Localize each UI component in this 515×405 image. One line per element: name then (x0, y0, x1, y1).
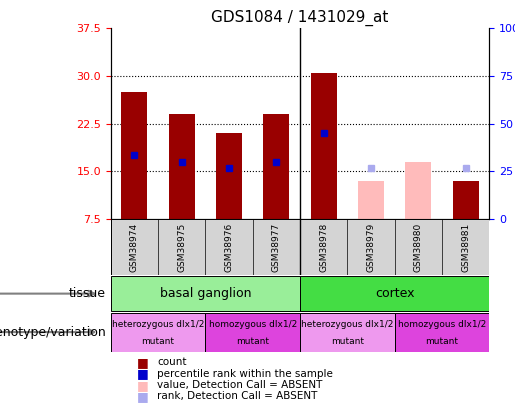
Bar (311, 73, 337, 219)
Text: homozygous dlx1/2: homozygous dlx1/2 (398, 320, 486, 329)
Text: GSM38981: GSM38981 (461, 222, 470, 272)
Text: GSM38975: GSM38975 (177, 222, 186, 272)
Bar (394, 313, 489, 352)
Text: mutant: mutant (236, 337, 269, 345)
Text: heterozygous dlx1/2: heterozygous dlx1/2 (301, 320, 393, 329)
Bar (111, 313, 205, 352)
Bar (358, 181, 384, 219)
Text: GSM38980: GSM38980 (414, 222, 423, 272)
Text: heterozygous dlx1/2: heterozygous dlx1/2 (112, 320, 204, 329)
Bar (205, 313, 300, 352)
Text: value, Detection Call = ABSENT: value, Detection Call = ABSENT (157, 380, 322, 390)
Text: GSM38977: GSM38977 (272, 222, 281, 272)
Title: GDS1084 / 1431029_at: GDS1084 / 1431029_at (211, 9, 389, 26)
Text: ■: ■ (136, 390, 148, 403)
Text: mutant: mutant (142, 337, 175, 345)
Text: mutant: mutant (331, 337, 364, 345)
Text: percentile rank within the sample: percentile rank within the sample (157, 369, 333, 379)
Text: homozygous dlx1/2: homozygous dlx1/2 (209, 320, 297, 329)
Bar (300, 276, 489, 311)
Text: cortex: cortex (375, 287, 415, 300)
Text: GSM38976: GSM38976 (225, 222, 233, 272)
Bar (453, 181, 478, 219)
Text: genotype/variation: genotype/variation (0, 326, 106, 339)
Bar (216, 133, 242, 219)
Text: mutant: mutant (425, 337, 458, 345)
Text: rank, Detection Call = ABSENT: rank, Detection Call = ABSENT (157, 392, 317, 401)
Bar (122, 92, 147, 219)
Text: tissue: tissue (68, 287, 106, 300)
Text: GSM38979: GSM38979 (367, 222, 375, 272)
Text: basal ganglion: basal ganglion (160, 287, 251, 300)
Bar (405, 162, 431, 219)
Text: ■: ■ (136, 356, 148, 369)
Text: count: count (157, 358, 186, 367)
Text: GSM38974: GSM38974 (130, 222, 139, 272)
Bar (263, 114, 289, 219)
Bar (111, 276, 300, 311)
Text: ■: ■ (136, 367, 148, 380)
Bar (169, 114, 195, 219)
Text: GSM38978: GSM38978 (319, 222, 328, 272)
Text: ■: ■ (136, 379, 148, 392)
Bar (300, 313, 394, 352)
